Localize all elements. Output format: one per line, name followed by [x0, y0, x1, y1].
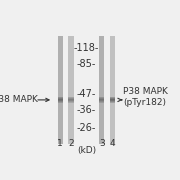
- Bar: [58, 36, 63, 144]
- Bar: [110, 36, 115, 144]
- Bar: [68, 97, 74, 98]
- Bar: [99, 101, 104, 102]
- Bar: [99, 98, 104, 99]
- Bar: [68, 99, 74, 100]
- Bar: [99, 102, 104, 103]
- Bar: [99, 97, 104, 98]
- Bar: [110, 101, 115, 102]
- Text: 1: 1: [57, 140, 63, 148]
- Bar: [58, 97, 63, 98]
- Text: -26-: -26-: [77, 123, 96, 133]
- Text: 4: 4: [110, 140, 115, 148]
- Bar: [99, 36, 104, 144]
- Bar: [68, 101, 74, 102]
- Text: -47-: -47-: [77, 89, 96, 99]
- Text: P38 MAPK: P38 MAPK: [0, 95, 38, 104]
- Bar: [68, 102, 74, 103]
- Bar: [84, 36, 96, 144]
- Text: -85-: -85-: [77, 59, 96, 69]
- Text: -36-: -36-: [77, 105, 96, 115]
- Bar: [58, 101, 63, 102]
- Text: 3: 3: [99, 140, 105, 148]
- Text: -118-: -118-: [74, 43, 99, 53]
- Bar: [68, 98, 74, 99]
- Bar: [110, 97, 115, 98]
- Bar: [58, 102, 63, 103]
- Bar: [68, 36, 74, 144]
- Bar: [110, 100, 115, 101]
- Bar: [110, 102, 115, 103]
- Bar: [68, 100, 74, 101]
- Text: (kD): (kD): [77, 146, 96, 155]
- Text: 2: 2: [68, 140, 74, 148]
- Bar: [110, 98, 115, 99]
- Bar: [99, 100, 104, 101]
- Bar: [110, 99, 115, 100]
- Bar: [58, 98, 63, 99]
- Bar: [99, 99, 104, 100]
- Text: P38 MAPK
(pTyr182): P38 MAPK (pTyr182): [123, 87, 168, 107]
- Bar: [58, 100, 63, 101]
- Bar: [58, 99, 63, 100]
